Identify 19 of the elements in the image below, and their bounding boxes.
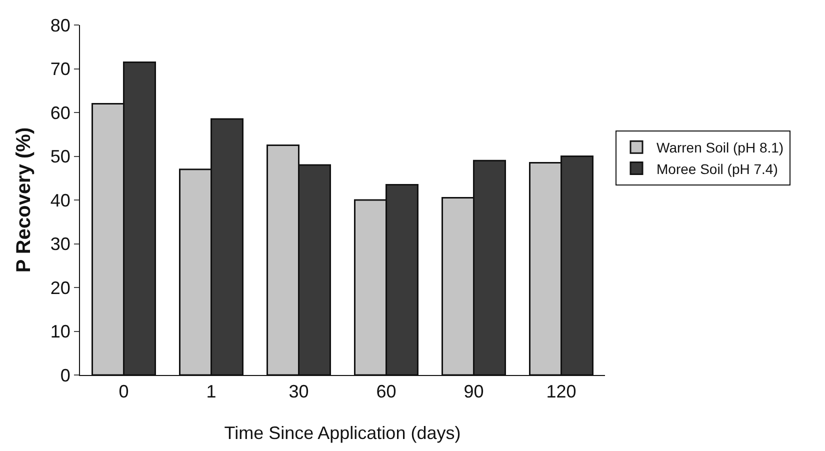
y-axis-title: P Recovery (%) [13,127,35,273]
y-tick-label: 10 [50,322,70,342]
x-tick-label: 90 [464,382,484,402]
y-tick-label: 20 [50,278,70,298]
x-tick-label: 1 [206,382,216,402]
y-tick-label: 60 [50,102,70,123]
x-tick-label: 30 [288,382,309,402]
x-tick-label: 60 [376,382,396,402]
x-tick-label: 120 [546,382,576,402]
x-axis-title: Time Since Application (days) [224,423,461,443]
legend-label: Warren Soil (pH 8.1) [656,140,784,156]
y-tick-label: 70 [50,59,70,80]
y-tick-label: 0 [60,365,70,386]
x-tick-label: 0 [118,382,129,402]
y-tick-label: 40 [50,190,70,210]
y-tick-label: 50 [50,146,70,167]
legend-label: Moree Soil (pH 7.4) [656,160,778,177]
y-tick-label: 80 [50,15,70,36]
y-tick-label: 30 [50,234,70,254]
